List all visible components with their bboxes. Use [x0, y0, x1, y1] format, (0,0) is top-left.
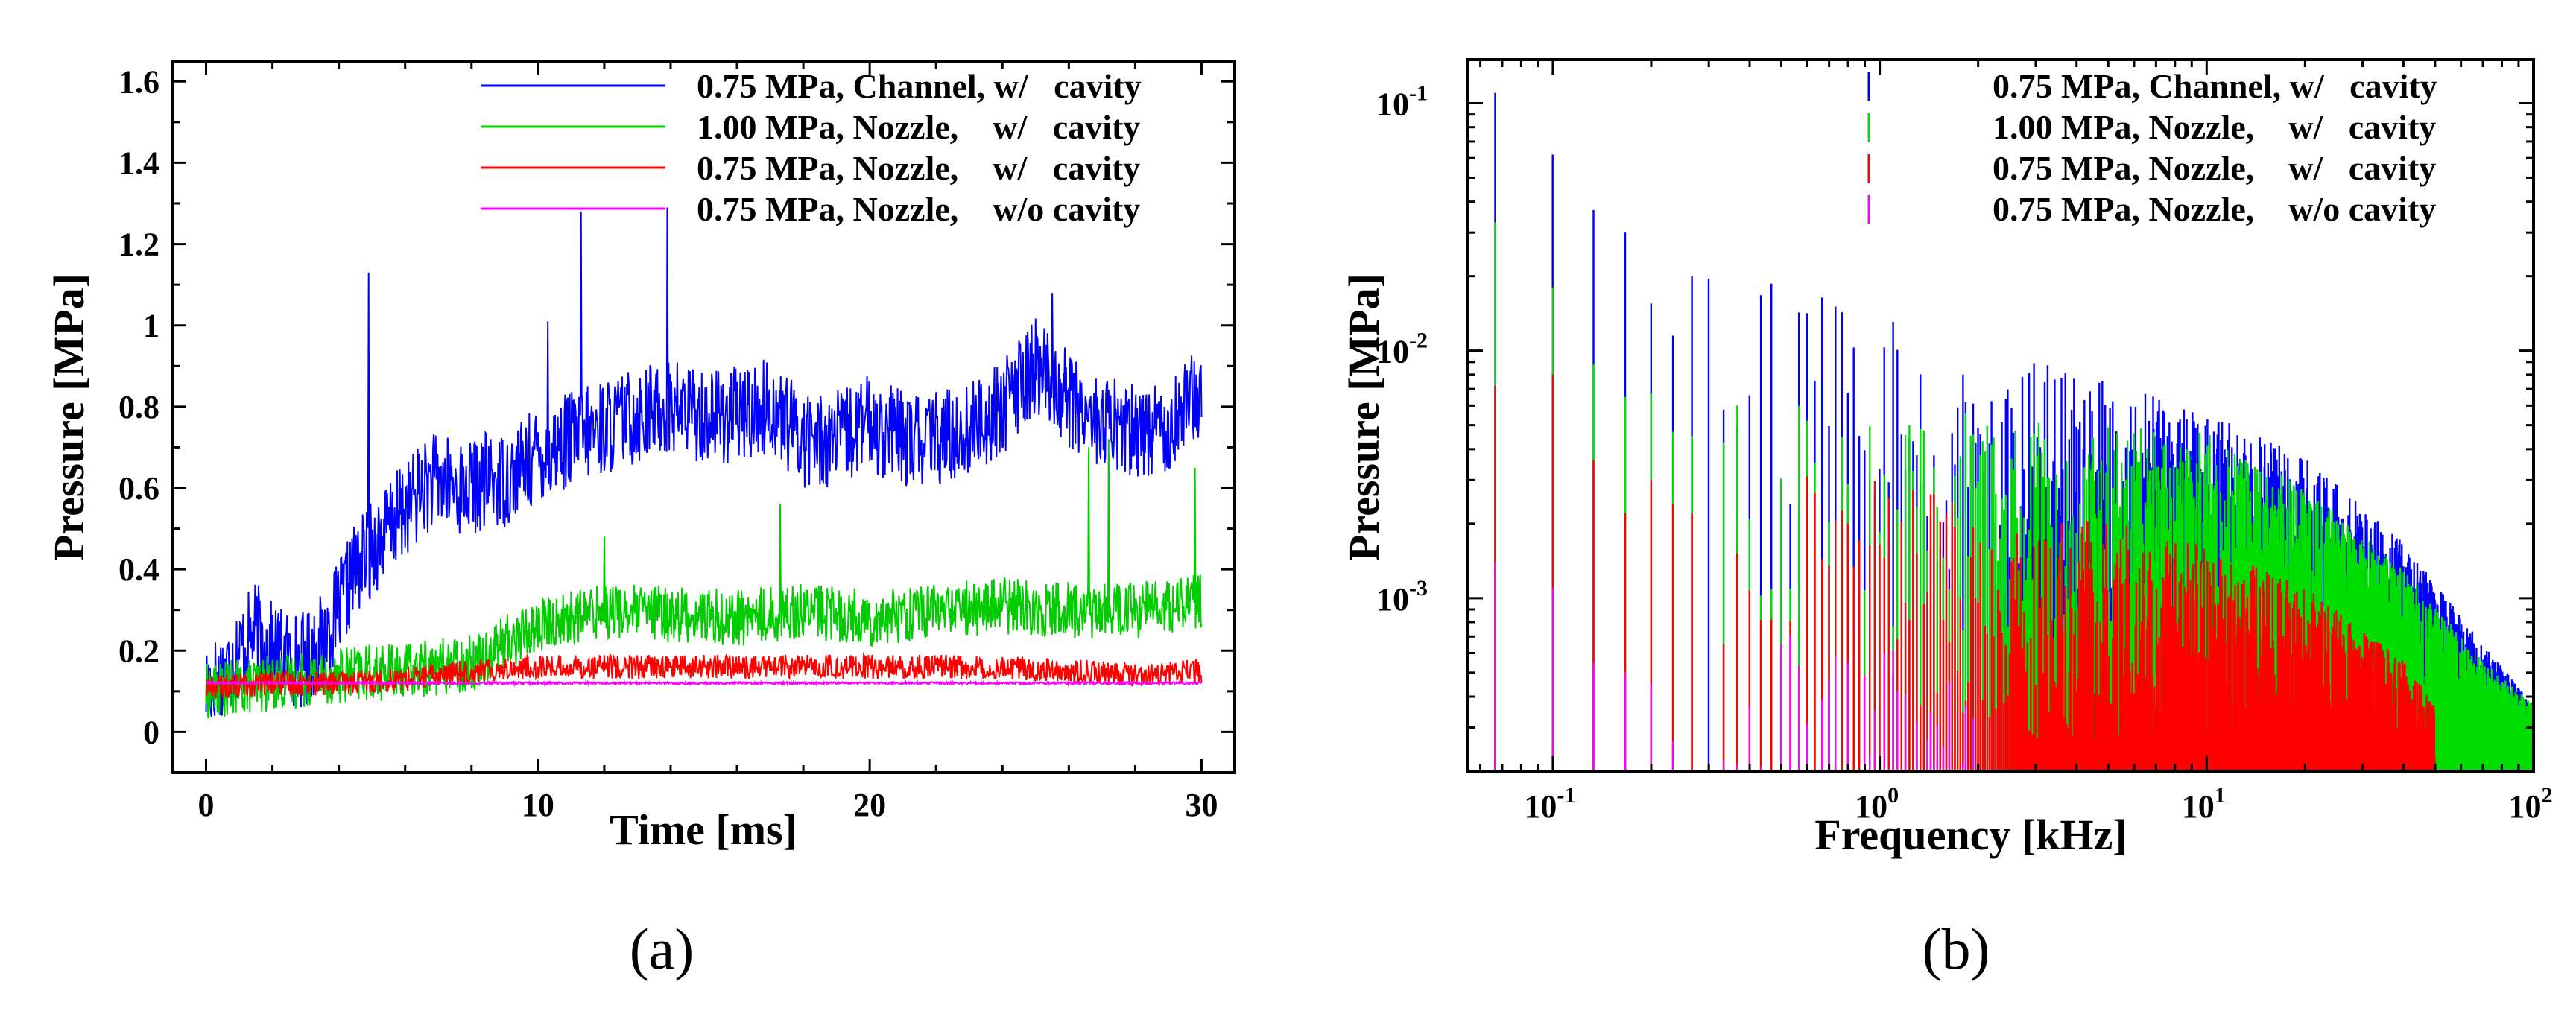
chart-a-series-1-line [205, 207, 1203, 717]
chart-a-plot-frame [171, 60, 1236, 774]
chart-b-legend-entry: 0.75 MPa, Nozzle, w/ cavity [1993, 149, 2436, 187]
chart-a: 0 10 20 30 0 0.2 0.4 0.6 0.8 1 1.2 1.4 1.6 Time [ms]… [45, 60, 1236, 981]
chart-b-x-axis-title: Frequency [kHz] [1814, 811, 2127, 859]
chart-a-legend-entry: 1.00 MPa, Nozzle, w/ cavity [697, 108, 1140, 146]
chart-a-y-tick-label: 1.2 [118, 226, 159, 263]
chart-b-ticks: 10-1 100 101 102 10-3 10-2 10-1 [1376, 60, 2553, 825]
chart-a-y-tick-label: 0 [143, 714, 159, 750]
chart-a-y-tick-label: 0.4 [118, 551, 159, 588]
chart-a-y-tick-label: 0.6 [118, 470, 159, 507]
chart-a-series-group [205, 207, 1203, 720]
chart-b-legend-entry: 1.00 MPa, Nozzle, w/ cavity [1993, 108, 2436, 146]
chart-b-y-tick-label: 10-1 [1376, 80, 1428, 122]
chart-a-legend-entry: 0.75 MPa, Channel, w/ cavity [697, 67, 1142, 105]
chart-b-panel-label: (b) [1922, 916, 1990, 981]
chart-a-panel-label: (a) [630, 916, 694, 981]
chart-a-x-tick-label: 10 [522, 787, 554, 823]
chart-b-legend-entry: 0.75 MPa, Nozzle, w/o cavity [1993, 190, 2436, 228]
chart-a-legend-entry: 0.75 MPa, Nozzle, w/o cavity [697, 190, 1140, 228]
chart-a-legend-entry: 0.75 MPa, Nozzle, w/ cavity [697, 149, 1140, 187]
chart-b-x-tick-label: 101 [2182, 783, 2226, 825]
chart-b-legend-entry: 0.75 MPa, Channel, w/ cavity [1993, 67, 2437, 105]
chart-a-x-axis-title: Time [ms] [610, 805, 797, 854]
chart-a-y-tick-label: 0.2 [118, 633, 159, 669]
chart-a-x-tick-label: 30 [1185, 787, 1218, 823]
chart-a-y-tick-label: 1 [143, 308, 159, 344]
chart-b-series-4-bars [1494, 562, 1975, 771]
chart-b-y-tick-label: 10-2 [1376, 329, 1428, 370]
chart-b: 10-1 100 101 102 10-3 10-2 10-1 Frequency [kHz… [1340, 58, 2553, 981]
chart-a-y-tick-label: 0.8 [118, 389, 159, 425]
chart-b-y-tick-label: 10-3 [1376, 576, 1428, 618]
chart-b-plot-frame [1466, 58, 2535, 773]
chart-a-series-3-line [205, 652, 1203, 699]
chart-a-ticks: 0 10 20 30 0 0.2 0.4 0.6 0.8 1 1.2 1.4 1.6 [118, 61, 1235, 823]
chart-a-series-4-line [206, 679, 1203, 687]
chart-a-x-tick-label: 20 [853, 787, 886, 823]
chart-a-y-axis-title: Pressure [MPa] [45, 273, 93, 561]
chart-b-x-tick-label: 100 [1855, 783, 1899, 825]
chart-b-x-tick-label: 102 [2509, 783, 2553, 825]
chart-a-x-tick-label: 0 [198, 787, 215, 823]
chart-b-y-axis-title: Pressure [MPa] [1340, 273, 1388, 561]
chart-a-y-tick-label: 1.6 [118, 63, 159, 100]
chart-b-series-group [1494, 92, 2535, 771]
chart-b-x-tick-label: 10-1 [1524, 783, 1575, 825]
chart-a-y-tick-label: 1.4 [118, 145, 159, 181]
